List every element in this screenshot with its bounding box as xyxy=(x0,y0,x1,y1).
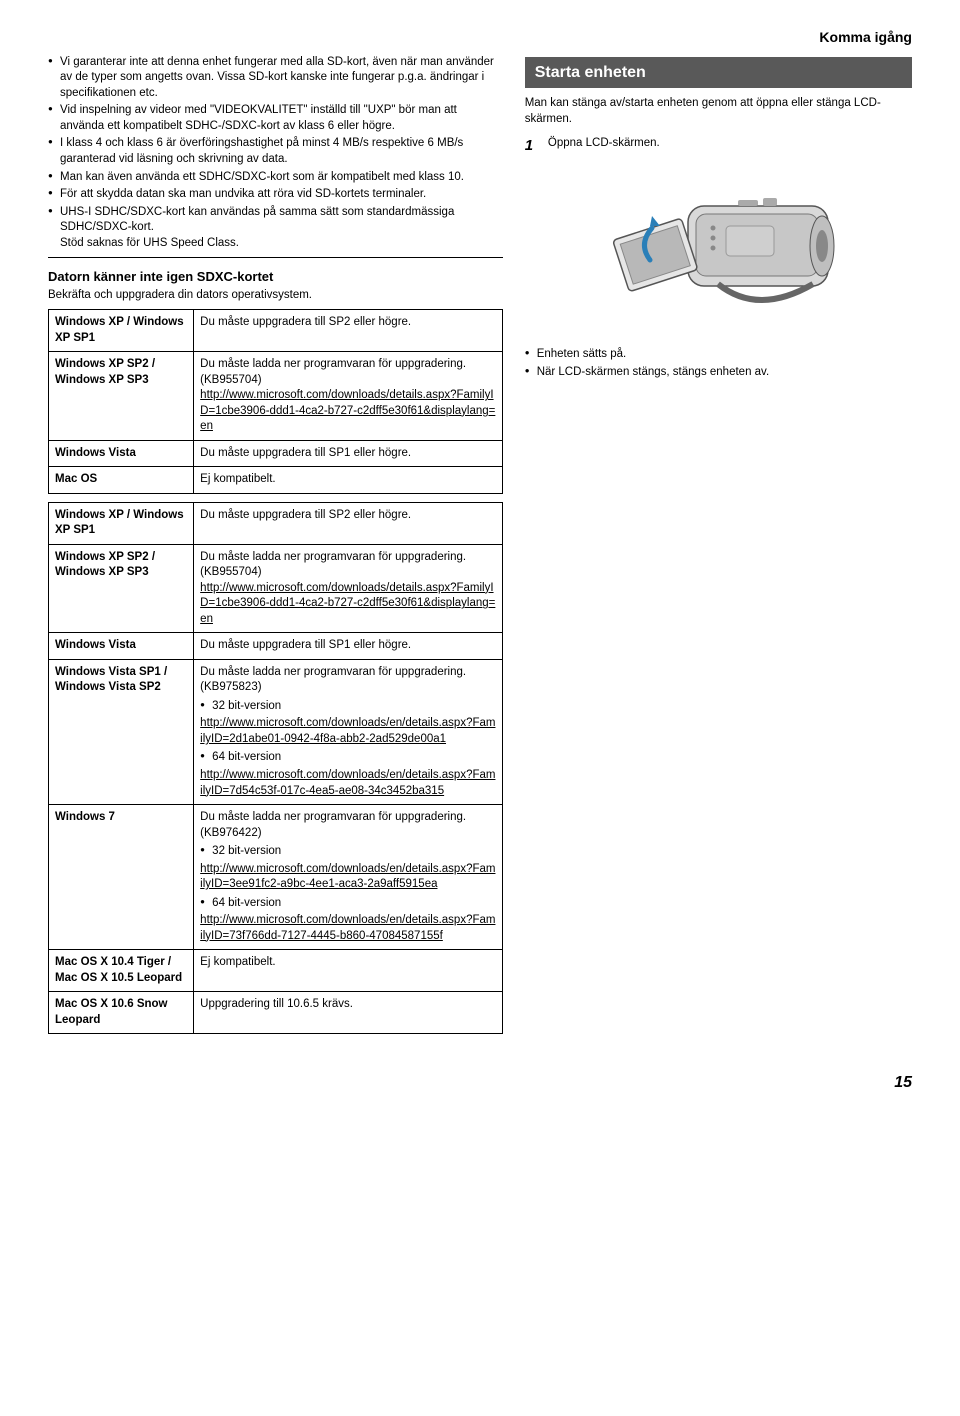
bullet-item: Vid inspelning av videor med "VIDEOKVALI… xyxy=(48,103,503,134)
desc-cell: Du måste uppgradera till SP2 eller högre… xyxy=(194,502,503,544)
os-cell: Windows XP SP2 / Windows XP SP3 xyxy=(49,544,194,633)
download-link[interactable]: http://www.microsoft.com/downloads/en/de… xyxy=(200,914,495,942)
download-link[interactable]: http://www.microsoft.com/downloads/detai… xyxy=(200,582,495,625)
section-header: Komma igång xyxy=(48,28,912,47)
camera-illustration xyxy=(525,166,912,332)
os-cell: Windows XP / Windows XP SP1 xyxy=(49,310,194,352)
desc-cell: Uppgradering till 10.6.5 krävs. xyxy=(194,992,503,1034)
table-row: Windows XP SP2 / Windows XP SP3 Du måste… xyxy=(49,352,503,441)
download-link[interactable]: http://www.microsoft.com/downloads/detai… xyxy=(200,389,495,432)
title-bar-start: Starta enheten xyxy=(525,57,912,89)
download-link[interactable]: http://www.microsoft.com/downloads/en/de… xyxy=(200,769,495,797)
os-cell: Mac OS X 10.6 Snow Leopard xyxy=(49,992,194,1034)
table-row: Windows 7 Du måste ladda ner programvara… xyxy=(49,805,503,950)
bullet-text: UHS-I SDHC/SDXC-kort kan användas på sam… xyxy=(60,206,454,234)
subintro-text: Bekräfta och uppgradera din dators opera… xyxy=(48,288,503,304)
bullet-item: UHS-I SDHC/SDXC-kort kan användas på sam… xyxy=(48,205,503,252)
inner-bullet: 32 bit-version xyxy=(200,844,496,860)
os-cell: Mac OS X 10.4 Tiger / Mac OS X 10.5 Leop… xyxy=(49,950,194,992)
intro-text: Man kan stänga av/starta enheten genom a… xyxy=(525,96,912,127)
os-table-1: Windows XP / Windows XP SP1 Du måste upp… xyxy=(48,309,503,494)
bullet-item: Vi garanterar inte att denna enhet funge… xyxy=(48,55,503,102)
os-cell: Windows Vista xyxy=(49,633,194,660)
os-cell: Windows 7 xyxy=(49,805,194,950)
bullet-item: För att skydda datan ska man undvika att… xyxy=(48,187,503,203)
desc-cell: Du måste uppgradera till SP2 eller högre… xyxy=(194,310,503,352)
table-row: Windows XP / Windows XP SP1 Du måste upp… xyxy=(49,502,503,544)
download-link[interactable]: http://www.microsoft.com/downloads/en/de… xyxy=(200,717,495,745)
table-row: Windows Vista Du måste uppgradera till S… xyxy=(49,440,503,467)
inner-bullet: 64 bit-version xyxy=(200,750,496,766)
os-table-2: Windows XP / Windows XP SP1 Du måste upp… xyxy=(48,502,503,1034)
inner-bullet: 64 bit-version xyxy=(200,896,496,912)
desc-cell: Du måste ladda ner programvaran för uppg… xyxy=(194,659,503,804)
table-row: Mac OS X 10.6 Snow Leopard Uppgradering … xyxy=(49,992,503,1034)
os-cell: Windows XP / Windows XP SP1 xyxy=(49,502,194,544)
right-column: Starta enheten Man kan stänga av/starta … xyxy=(525,55,912,1042)
table-row: Windows Vista SP1 / Windows Vista SP2 Du… xyxy=(49,659,503,804)
desc-cell: Du måste ladda ner programvaran för uppg… xyxy=(194,805,503,950)
desc-text: Du måste ladda ner programvaran för uppg… xyxy=(200,666,466,694)
desc-text: Du måste ladda ner programvaran för uppg… xyxy=(200,551,466,579)
table-row: Windows Vista Du måste uppgradera till S… xyxy=(49,633,503,660)
desc-text: Du måste ladda ner programvaran för uppg… xyxy=(200,358,466,386)
bullet-item: Man kan även använda ett SDHC/SDXC-kort … xyxy=(48,170,503,186)
os-cell: Windows Vista SP1 / Windows Vista SP2 xyxy=(49,659,194,804)
os-cell: Mac OS xyxy=(49,467,194,494)
os-cell: Windows XP SP2 / Windows XP SP3 xyxy=(49,352,194,441)
desc-cell: Du måste uppgradera till SP1 eller högre… xyxy=(194,440,503,467)
divider xyxy=(48,257,503,258)
inner-bullet: 32 bit-version xyxy=(200,699,496,715)
uhs-note: Stöd saknas för UHS Speed Class. xyxy=(60,236,503,252)
desc-cell: Du måste ladda ner programvaran för uppg… xyxy=(194,352,503,441)
right-bullets: Enheten sätts på. När LCD-skärmen stängs… xyxy=(525,347,912,380)
subheading-sdxc: Datorn känner inte igen SDXC-kortet xyxy=(48,268,503,286)
desc-text: Du måste ladda ner programvaran för uppg… xyxy=(200,811,466,839)
desc-cell: Ej kompatibelt. xyxy=(194,467,503,494)
table-row: Mac OS X 10.4 Tiger / Mac OS X 10.5 Leop… xyxy=(49,950,503,992)
bullet-item: I klass 4 och klass 6 är överföringshast… xyxy=(48,136,503,167)
step-text: Öppna LCD-skärmen. xyxy=(548,136,660,152)
table-row: Windows XP / Windows XP SP1 Du måste upp… xyxy=(49,310,503,352)
os-cell: Windows Vista xyxy=(49,440,194,467)
sd-card-bullets: Vi garanterar inte att denna enhet funge… xyxy=(48,55,503,251)
step-number: 1 xyxy=(525,136,545,156)
table-row: Windows XP SP2 / Windows XP SP3 Du måste… xyxy=(49,544,503,633)
desc-cell: Du måste uppgradera till SP1 eller högre… xyxy=(194,633,503,660)
desc-cell: Ej kompatibelt. xyxy=(194,950,503,992)
step-1: 1 Öppna LCD-skärmen. xyxy=(525,136,912,156)
desc-cell: Du måste ladda ner programvaran för uppg… xyxy=(194,544,503,633)
table-row: Mac OS Ej kompatibelt. xyxy=(49,467,503,494)
download-link[interactable]: http://www.microsoft.com/downloads/en/de… xyxy=(200,863,495,891)
camcorder-icon xyxy=(578,166,858,326)
left-column: Vi garanterar inte att denna enhet funge… xyxy=(48,55,503,1042)
bullet-item: Enheten sätts på. xyxy=(525,347,912,363)
bullet-item: När LCD-skärmen stängs, stängs enheten a… xyxy=(525,365,912,381)
page-number: 15 xyxy=(48,1072,912,1094)
